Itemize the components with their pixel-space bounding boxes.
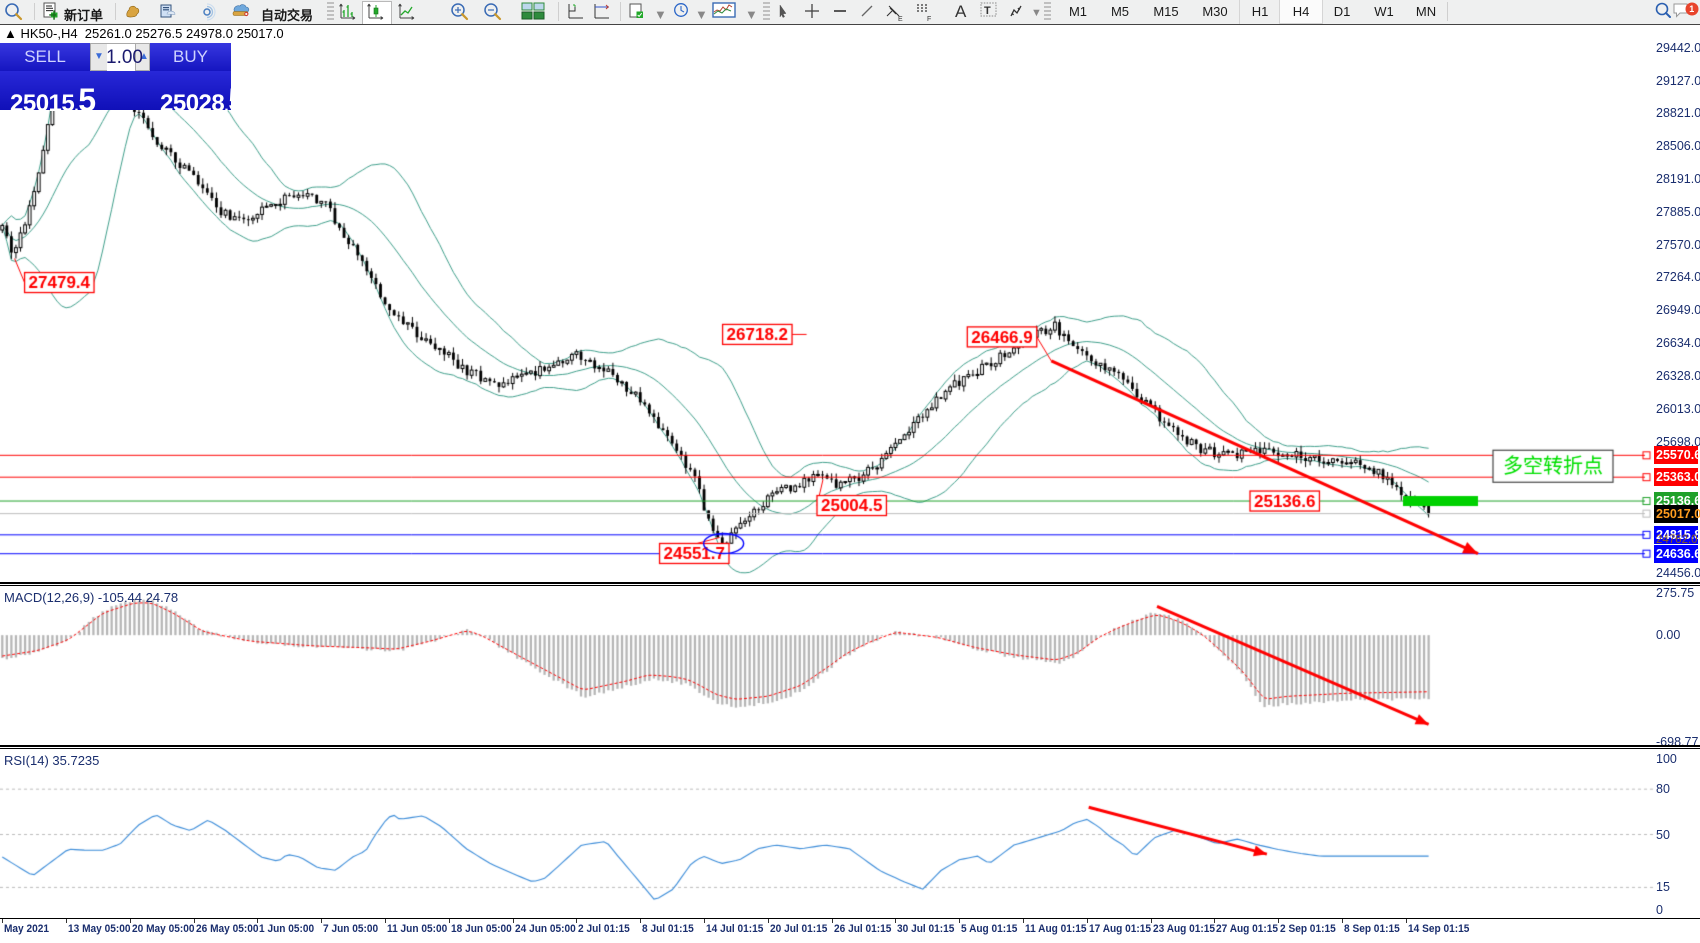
svg-text:E: E bbox=[898, 16, 903, 22]
svg-text:F: F bbox=[927, 16, 931, 22]
svg-text:T: T bbox=[984, 5, 991, 17]
svg-text:1: 1 bbox=[1689, 4, 1694, 14]
